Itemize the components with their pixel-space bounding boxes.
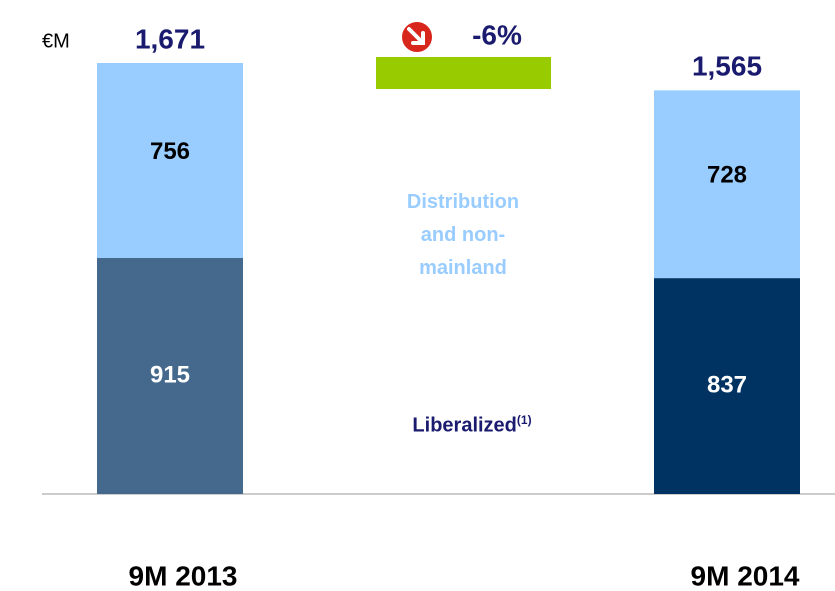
legend-distribution: Distribution and non-mainland	[406, 191, 520, 279]
change-icon	[400, 20, 434, 54]
unit-label: €M	[42, 30, 70, 52]
segment-label: 837	[707, 371, 747, 398]
total-label: 1,565	[692, 51, 762, 82]
change-label: -6%	[472, 19, 522, 50]
bar-segment	[654, 278, 800, 494]
bar-segment	[97, 257, 243, 494]
bar-segment	[97, 63, 243, 258]
change-bar	[376, 57, 551, 89]
segment-label: 728	[707, 162, 747, 189]
total-label: 1,671	[135, 23, 205, 54]
bar-segment	[654, 90, 800, 279]
legend-liberalized: Liberalized(1)	[372, 404, 572, 443]
footnote-marker: (1)	[516, 413, 532, 427]
x-tick-label: 9M 2014	[691, 560, 800, 591]
legend-text: Liberalized	[412, 414, 517, 437]
segment-label: 756	[150, 138, 190, 165]
segment-label: 915	[150, 361, 190, 388]
x-tick-label: 9M 2013	[129, 560, 238, 591]
